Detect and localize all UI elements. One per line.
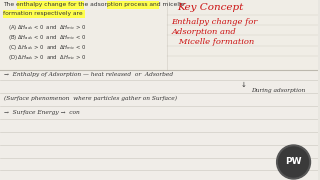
- Text: formation respectively are: formation respectively are: [3, 11, 83, 16]
- Bar: [0, 70, 318, 180]
- Text: →  Enthalpy of Adsorption — heat released  or  Adsorbed: → Enthalpy of Adsorption — heat released…: [4, 72, 173, 77]
- Bar: [17, 1, 84, 9]
- Text: ↓: ↓: [241, 82, 247, 88]
- Text: (A) $\Delta H_{ads}$ < 0  and  $\Delta H_{mic}$ > 0: (A) $\Delta H_{ads}$ < 0 and $\Delta H_{…: [8, 23, 86, 32]
- Text: The enthalpy change for the adsorption process and micelle: The enthalpy change for the adsorption p…: [3, 2, 185, 7]
- Text: PW: PW: [285, 158, 302, 166]
- Text: (D) $\Delta H_{ads}$ > 0  and  $\Delta H_{mic}$ > 0: (D) $\Delta H_{ads}$ > 0 and $\Delta H_{…: [8, 53, 87, 62]
- Text: →  Surface Energy →  con: → Surface Energy → con: [4, 110, 80, 115]
- Text: Micelle formation: Micelle formation: [171, 38, 254, 46]
- Text: (B) $\Delta H_{ads}$ < 0  and  $\Delta H_{mic}$ < 0: (B) $\Delta H_{ads}$ < 0 and $\Delta H_{…: [8, 33, 86, 42]
- Text: Adsorption and: Adsorption and: [171, 28, 236, 36]
- Text: During adsorption: During adsorption: [251, 88, 305, 93]
- Text: Key Concept: Key Concept: [177, 3, 244, 12]
- Bar: [0, 0, 318, 70]
- Bar: [108, 1, 159, 9]
- Circle shape: [277, 145, 310, 179]
- Text: (Surface phenomenon  where particles gather on Surface): (Surface phenomenon where particles gath…: [4, 96, 177, 101]
- Bar: [3, 10, 84, 18]
- Text: Enthalpy change for: Enthalpy change for: [171, 18, 257, 26]
- Circle shape: [279, 147, 308, 177]
- Text: (C) $\Delta H_{ads}$ > 0  and  $\Delta H_{mic}$ < 0: (C) $\Delta H_{ads}$ > 0 and $\Delta H_{…: [8, 43, 86, 52]
